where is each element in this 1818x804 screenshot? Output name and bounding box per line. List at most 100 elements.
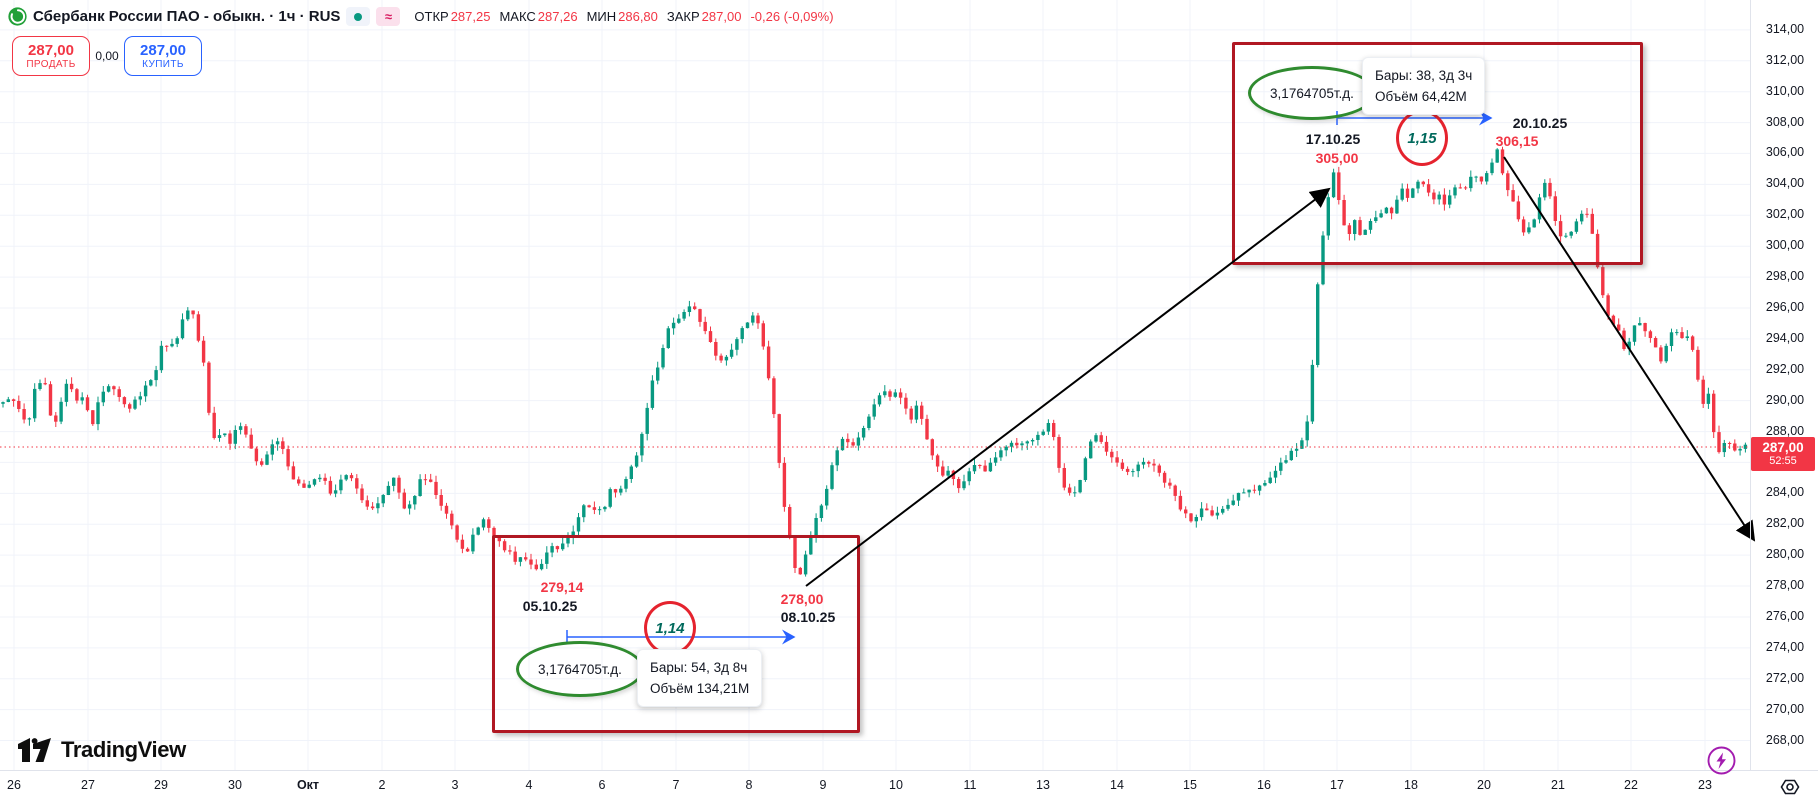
bars-info: Бары: 54, 3д 8ч	[650, 660, 748, 675]
price-axis[interactable]: 314,00 312,00 310,00 308,00 306,00 304,00 302,…	[1750, 0, 1818, 770]
rectangle-drawing-upper[interactable]	[1232, 42, 1643, 265]
swing-date-label: 08.10.25	[780, 609, 836, 625]
price-tick-label: 310,00	[1765, 83, 1805, 98]
price-tick-label: 300,00	[1765, 238, 1805, 253]
trend-arrow-up[interactable]	[805, 187, 1331, 587]
price-tick-label: 298,00	[1765, 269, 1805, 284]
sell-price: 287,00	[28, 41, 74, 59]
tradingview-logo-text: TradingView	[61, 737, 186, 762]
price-tick-label: 270,00	[1765, 701, 1805, 716]
price-tick-label: 268,00	[1765, 732, 1805, 747]
lightning-icon	[1716, 752, 1726, 769]
swing-date-label: 17.10.25	[1305, 131, 1361, 147]
tradingview-logo[interactable]: TradingView	[16, 736, 186, 764]
price-tick-label: 294,00	[1765, 330, 1805, 345]
dot-icon	[354, 12, 363, 21]
low-value: 286,80	[618, 9, 658, 24]
measure-tooltip-lower: Бары: 54, 3д 8ч Объём 134,21М	[637, 649, 763, 707]
price-tick-label: 296,00	[1765, 299, 1805, 314]
low-label: МИН	[586, 9, 617, 24]
instant-trading-button[interactable]	[1703, 742, 1740, 779]
price-tick-label: 274,00	[1765, 639, 1805, 654]
price-tick-label: 314,00	[1765, 21, 1805, 36]
trend-arrow-down[interactable]	[1503, 156, 1756, 542]
approx-price-icon[interactable]: ≈	[376, 7, 401, 26]
price-tick-label: 304,00	[1765, 176, 1805, 191]
time-tick-label: 11	[963, 778, 977, 792]
volume-info: Объём 134,21М	[650, 681, 750, 696]
price-tick-label: 278,00	[1765, 578, 1805, 593]
price-tick-label: 284,00	[1765, 485, 1805, 500]
time-tick-label: 30	[228, 778, 242, 792]
time-tick-label: 29	[154, 778, 168, 792]
time-tick-label: 6	[598, 778, 606, 792]
ratio-circle-upper[interactable]: 1,15	[1396, 110, 1448, 166]
ratio-circle-lower[interactable]: 1,14	[644, 601, 696, 655]
swing-date-label: 20.10.25	[1512, 115, 1568, 131]
rectangle-drawing-lower[interactable]	[492, 535, 860, 733]
price-tick-label: 290,00	[1765, 392, 1805, 407]
time-tick-label: 9	[819, 778, 827, 792]
time-tick-label: 13	[1036, 778, 1050, 792]
time-tick-label: 21	[1551, 778, 1565, 792]
close-value: 287,00	[701, 9, 742, 24]
measure-tooltip-upper: Бары: 38, 3д 3ч Объём 64,42М	[1362, 57, 1486, 115]
swing-date-label: 05.10.25	[522, 598, 578, 614]
ellipse-drawing-upper[interactable]: 3,1764705т.д.	[1248, 66, 1376, 120]
time-tick-label: 7	[672, 778, 680, 792]
change-value: -0,26 (-0,09%)	[750, 9, 834, 24]
sberbank-logo-icon	[8, 7, 27, 26]
bars-info: Бары: 38, 3д 3ч	[1375, 68, 1473, 83]
price-tick-label: 292,00	[1765, 361, 1805, 376]
last-price: 287,00	[1762, 439, 1804, 455]
time-tick-label: 27	[81, 778, 95, 792]
time-tick-label: Окт	[296, 778, 320, 792]
close-label: ЗАКР	[666, 9, 700, 24]
time-tick-label: 16	[1257, 778, 1271, 792]
open-value: 287,25	[450, 9, 491, 24]
time-tick-label: 14	[1110, 778, 1124, 792]
time-tick-label: 8	[745, 778, 753, 792]
axis-settings-icon[interactable]	[1778, 775, 1802, 799]
time-axis[interactable]: 26 27 29 30 Окт 2 3 4 6 7 8 9 10 11 13 14 15 16 17 18 20 21 22…	[0, 770, 1818, 804]
swing-price-label: 278,00	[780, 591, 824, 607]
price-tick-label: 306,00	[1765, 145, 1805, 160]
price-tick-label: 280,00	[1765, 547, 1805, 562]
price-tick-label: 302,00	[1765, 207, 1805, 222]
last-price-badge: 287,00 52:55	[1751, 437, 1815, 471]
time-tick-label: 20	[1477, 778, 1491, 792]
candlestick-series	[1, 146, 1748, 577]
price-tick-label: 282,00	[1765, 516, 1805, 531]
time-tick-label: 18	[1404, 778, 1418, 792]
swing-price-label: 305,00	[1315, 150, 1359, 166]
spread-value: 0,00	[95, 49, 119, 63]
buy-label: КУПИТЬ	[142, 58, 184, 70]
high-value: 287,26	[537, 9, 578, 24]
sell-button[interactable]: 287,00 ПРОДАТЬ	[12, 36, 90, 76]
high-label: МАКС	[499, 9, 536, 24]
series-style-icon[interactable]	[346, 7, 371, 26]
time-tick-label: 26	[7, 778, 21, 792]
grid-lines	[0, 0, 1750, 770]
time-tick-label: 10	[889, 778, 903, 792]
time-tick-label: 3	[451, 778, 459, 792]
trade-widget: 287,00 ПРОДАТЬ 0,00 287,00 КУПИТЬ	[12, 36, 202, 76]
ellipse-drawing-lower[interactable]: 3,1764705т.д.	[516, 641, 644, 697]
swing-price-label: 306,15	[1495, 133, 1539, 149]
open-label: ОТКР	[414, 9, 449, 24]
chart-legend: Сбербанк России ПАО - обыкн. · 1ч · RUS …	[8, 7, 834, 26]
buy-button[interactable]: 287,00 КУПИТЬ	[124, 36, 202, 76]
price-tick-label: 308,00	[1765, 114, 1805, 129]
symbol-title[interactable]: Сбербанк России ПАО - обыкн. · 1ч · RUS	[33, 8, 341, 25]
time-tick-label: 17	[1330, 778, 1344, 792]
buy-price: 287,00	[140, 41, 186, 59]
price-tick-label: 272,00	[1765, 670, 1805, 685]
time-tick-label: 15	[1183, 778, 1197, 792]
time-tick-label: 22	[1624, 778, 1638, 792]
swing-price-label: 279,14	[540, 579, 584, 595]
time-tick-label: 2	[378, 778, 386, 792]
ohlc-readout: ОТКР 287,25 МАКС 287,26 МИН 286,80 ЗАКР 287,…	[414, 9, 833, 24]
bar-countdown: 52:55	[1769, 455, 1797, 468]
